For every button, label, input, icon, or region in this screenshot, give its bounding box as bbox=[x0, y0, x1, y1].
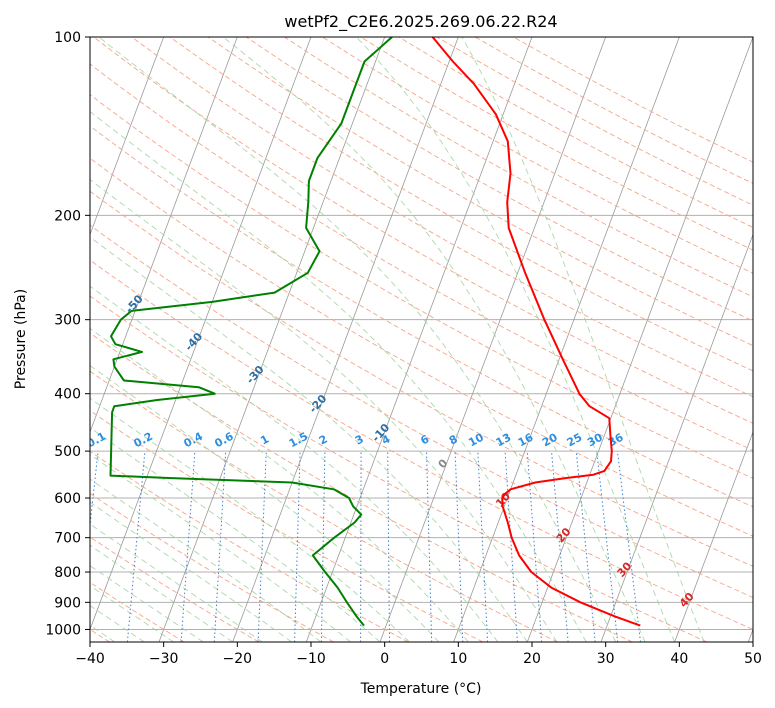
isotherm-line bbox=[526, 37, 753, 642]
mixing-ratio-label: 20 bbox=[540, 431, 560, 450]
y-tick-label: 800 bbox=[54, 565, 81, 581]
mixing-ratio-label: 25 bbox=[565, 431, 585, 450]
isotherm-line bbox=[232, 37, 459, 642]
temperature-profile-line bbox=[431, 37, 641, 627]
dry-adiabat bbox=[90, 295, 708, 642]
isotherm-line bbox=[379, 37, 607, 642]
mixing-ratio-line bbox=[90, 451, 99, 530]
moist-adiabat bbox=[98, 37, 617, 642]
mixing-ratio-line bbox=[596, 451, 619, 642]
isotherm-line bbox=[90, 37, 312, 631]
y-axis: 100 200 300 400 500 600 700 800 900 1000 bbox=[45, 30, 90, 638]
dry-adiabat bbox=[90, 190, 753, 567]
moist-adiabat bbox=[355, 37, 676, 642]
x-tick-label: −10 bbox=[296, 651, 326, 667]
moist-adiabat bbox=[90, 236, 528, 642]
moist-adiabat bbox=[90, 523, 263, 642]
y-tick-label: 200 bbox=[54, 208, 81, 224]
y-tick-label: 300 bbox=[54, 313, 81, 329]
isotherm-line bbox=[600, 233, 753, 642]
y-tick-label: 600 bbox=[54, 491, 81, 507]
isotherm-line bbox=[90, 37, 238, 434]
y-tick-label: 1000 bbox=[45, 622, 81, 638]
plot-frame bbox=[89, 36, 754, 643]
y-tick-label: 900 bbox=[54, 595, 81, 611]
moist-adiabat bbox=[90, 501, 292, 642]
isotherm-line bbox=[158, 37, 386, 642]
moist-adiabat bbox=[90, 285, 499, 642]
x-tick-label: 30 bbox=[597, 651, 615, 667]
mixing-ratio-label: 16 bbox=[516, 431, 536, 450]
moist-adiabat bbox=[90, 179, 558, 642]
moist-adiabat bbox=[90, 544, 233, 642]
mixing-ratio-label: 10 bbox=[466, 431, 486, 450]
y-tick-label: 100 bbox=[54, 30, 81, 46]
dry-adiabat bbox=[90, 259, 753, 630]
moist-adiabat bbox=[90, 453, 351, 642]
x-tick-label: 10 bbox=[449, 651, 467, 667]
x-tick-label: 40 bbox=[670, 651, 688, 667]
y-tick-label: 700 bbox=[54, 531, 81, 547]
profile-series bbox=[109, 37, 641, 627]
moist-adiabat bbox=[90, 327, 469, 642]
moist-adiabat bbox=[90, 110, 587, 642]
dry-adiabat bbox=[90, 410, 484, 642]
x-axis-label: Temperature (°C) bbox=[360, 681, 482, 697]
dry-adiabat bbox=[245, 37, 753, 322]
x-tick-label: 20 bbox=[523, 651, 541, 667]
y-tick-label: 500 bbox=[54, 444, 81, 460]
isotherm-line bbox=[90, 37, 165, 236]
x-tick-label: −20 bbox=[223, 651, 253, 667]
x-tick-label: 0 bbox=[380, 651, 389, 667]
moist-adiabat bbox=[461, 37, 705, 642]
mixing-ratio-line bbox=[616, 451, 641, 642]
x-tick-label: −30 bbox=[149, 651, 179, 667]
mixing-ratio-label: 13 bbox=[494, 431, 514, 450]
dry-adiabat bbox=[90, 63, 753, 451]
moist-adiabat bbox=[90, 585, 174, 642]
moist-adiabat bbox=[222, 37, 646, 642]
dry-adiabat bbox=[90, 450, 409, 642]
background-lines bbox=[90, 37, 753, 642]
mixing-ratio-label: 30 bbox=[585, 431, 605, 450]
chart-title: wetPf2_C2E6.2025.269.06.22.R24 bbox=[284, 12, 557, 32]
dry-adiabat bbox=[207, 37, 753, 347]
y-tick-label: 400 bbox=[54, 387, 81, 403]
dry-adiabat bbox=[90, 332, 633, 642]
x-axis: −40 −30 −20 −10 0 10 20 30 40 50 bbox=[75, 642, 762, 667]
isotherm-line bbox=[674, 430, 753, 642]
dry-adiabat bbox=[90, 536, 260, 642]
dry-adiabat bbox=[169, 37, 753, 372]
moist-adiabat bbox=[90, 427, 381, 642]
x-tick-label: −40 bbox=[75, 651, 105, 667]
dry-adiabat bbox=[284, 37, 753, 298]
dry-adiabat bbox=[90, 125, 753, 508]
x-tick-label: 50 bbox=[744, 651, 762, 667]
isotherm-line bbox=[305, 37, 533, 642]
y-axis-label: Pressure (hPa) bbox=[13, 289, 29, 389]
dry-adiabat bbox=[90, 94, 753, 479]
moist-adiabat bbox=[90, 478, 322, 642]
moist-adiabat bbox=[90, 397, 410, 642]
dewpoint-profile-line bbox=[109, 37, 393, 627]
moist-adiabat bbox=[90, 565, 204, 642]
isotherm-line bbox=[453, 37, 680, 642]
